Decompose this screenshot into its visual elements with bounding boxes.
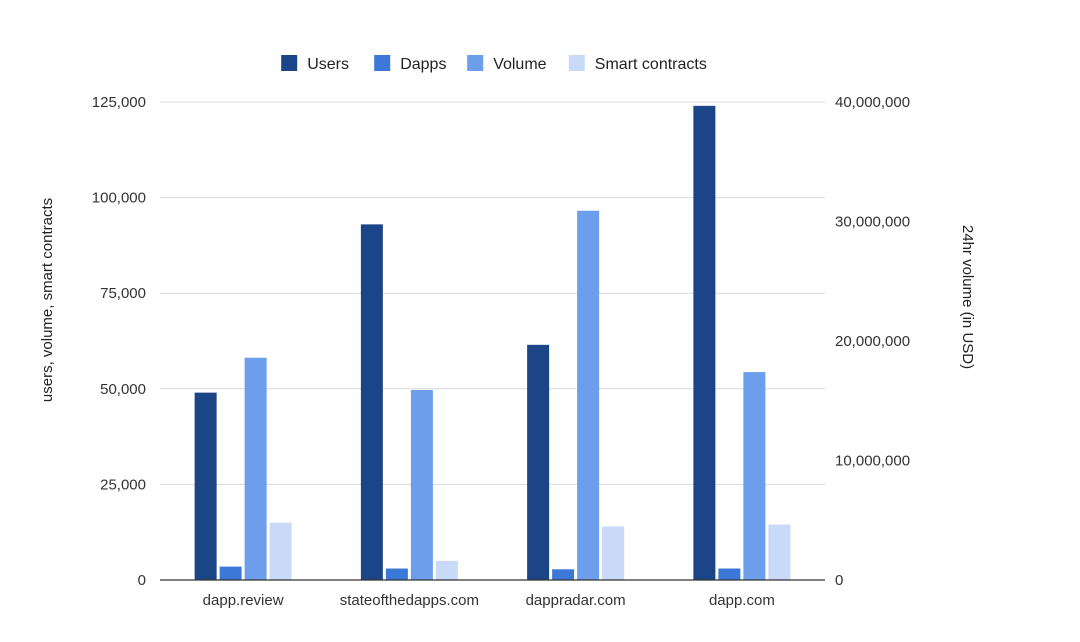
bar-smart-contracts: [602, 526, 625, 580]
category-label: stateofthedapps.com: [340, 592, 479, 609]
bar-volume: [743, 372, 766, 580]
right-tick-label: 20,000,000: [835, 333, 910, 350]
legend: Users Dapps Volume Smart contracts: [281, 55, 707, 73]
bar-smart-contracts: [768, 524, 791, 580]
right-tick-label: 40,000,000: [835, 94, 910, 111]
right-tick-label: 10,000,000: [835, 453, 910, 470]
left-axis-ticks: 0 25,000 50,000 75,000 100,000 125,000: [92, 94, 146, 589]
left-axis-title: users, volume, smart contracts: [39, 198, 56, 402]
right-axis-ticks: 0 10,000,000 20,000,000 30,000,000 40,000,00…: [835, 94, 910, 589]
bar-smart-contracts: [269, 522, 292, 580]
left-tick-label: 25,000: [100, 476, 146, 493]
bar-volume: [577, 210, 600, 580]
bar-dapps: [552, 569, 575, 580]
left-tick-label: 50,000: [100, 381, 146, 398]
bar-dapps: [718, 568, 741, 580]
category-label: dapp.com: [709, 592, 775, 609]
category-labels: dapp.review stateofthedapps.com dappradar.…: [203, 592, 775, 609]
bar-dapps: [385, 568, 408, 580]
bar-dapps: [219, 566, 242, 580]
bar-volume: [244, 357, 267, 580]
left-tick-label: 0: [138, 572, 146, 589]
legend-label: Dapps: [400, 56, 446, 73]
right-tick-label: 30,000,000: [835, 214, 910, 231]
legend-swatch: [374, 55, 391, 71]
legend-swatch: [467, 55, 484, 71]
bar-smart-contracts: [435, 560, 458, 580]
legend-swatch: [281, 55, 298, 71]
bars: [194, 105, 791, 581]
bar-users: [194, 392, 217, 580]
bar-volume: [410, 389, 433, 580]
bar-users: [527, 344, 550, 580]
bar-users: [360, 224, 383, 581]
legend-label: Users: [307, 56, 349, 73]
legend-label: Smart contracts: [595, 56, 707, 73]
left-tick-label: 125,000: [92, 94, 146, 111]
right-tick-label: 0: [835, 572, 843, 589]
legend-swatch: [568, 55, 585, 71]
category-label: dappradar.com: [526, 592, 626, 609]
bar-users: [693, 105, 716, 580]
right-axis-title: 24hr volume (in USD): [959, 225, 976, 369]
legend-label: Volume: [493, 56, 546, 73]
left-tick-label: 75,000: [100, 285, 146, 302]
category-label: dapp.review: [203, 592, 284, 609]
left-tick-label: 100,000: [92, 190, 146, 207]
